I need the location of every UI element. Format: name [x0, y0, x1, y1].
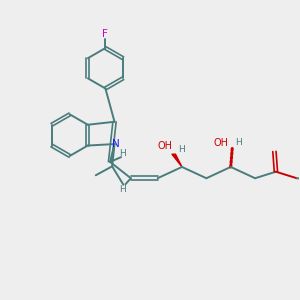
Text: H: H [178, 145, 185, 154]
Text: OH: OH [158, 141, 173, 151]
Text: OH: OH [213, 138, 228, 148]
Text: H: H [236, 138, 242, 147]
Text: H: H [119, 149, 126, 158]
Text: N: N [112, 139, 120, 149]
Text: H: H [119, 185, 126, 194]
Polygon shape [172, 154, 182, 167]
Text: F: F [103, 29, 108, 39]
